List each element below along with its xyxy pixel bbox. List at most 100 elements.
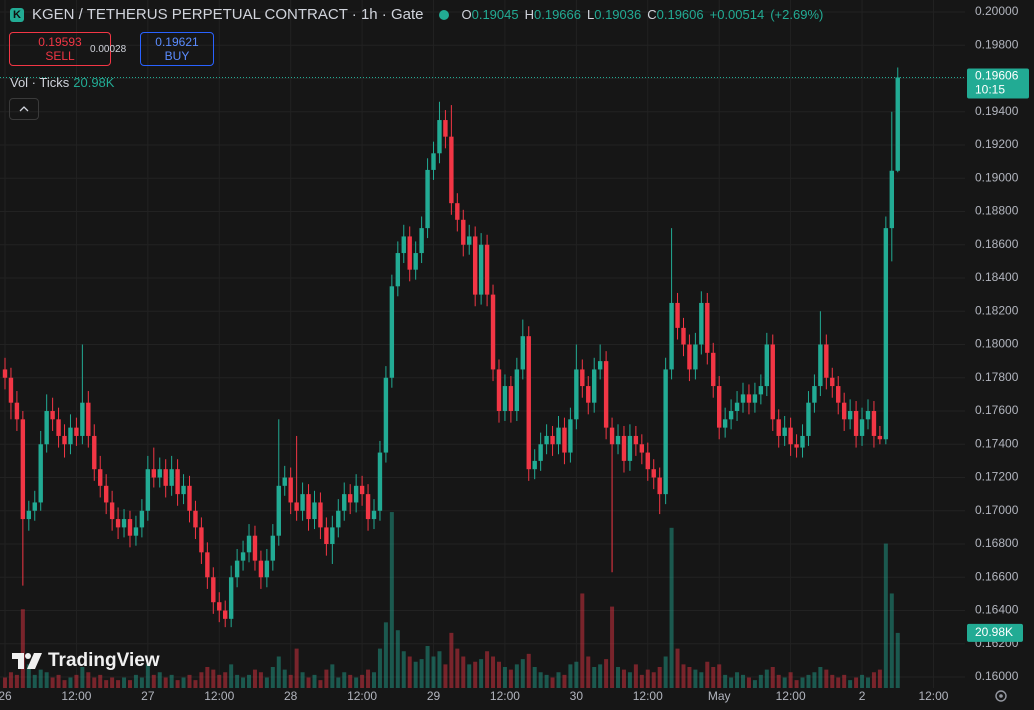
candle-body <box>389 286 395 378</box>
volume-bar <box>485 651 490 688</box>
candle-body <box>800 435 805 448</box>
candle-body <box>139 510 145 528</box>
volume-bar <box>92 677 97 688</box>
x-tick-label: 30 <box>570 689 584 703</box>
volume-bar <box>336 677 341 688</box>
volume-bar <box>467 664 472 688</box>
volume-bar <box>741 674 746 688</box>
volume-name[interactable]: Vol · Ticks <box>10 75 70 90</box>
logo-part <box>12 653 24 669</box>
volume-bar <box>574 661 579 688</box>
brand-logo <box>12 653 42 669</box>
candle-body <box>496 369 502 412</box>
volume-bar <box>842 674 847 688</box>
volume-label: 20.98K <box>975 625 1013 639</box>
candle-body <box>586 386 591 403</box>
y-tick-label: 0.19200 <box>975 137 1019 151</box>
volume-bar <box>895 632 900 688</box>
volume-bar <box>437 651 442 688</box>
candle-body <box>621 435 627 461</box>
candle-body <box>764 344 770 387</box>
volume-bar <box>74 674 79 688</box>
volume-bar <box>139 677 144 688</box>
candle-body <box>276 485 281 536</box>
buy-price: 0.19621 <box>155 35 199 49</box>
volume-bar <box>252 669 257 688</box>
volume-bar <box>377 648 382 688</box>
candle-body <box>62 435 67 445</box>
volume-bar <box>116 680 121 688</box>
ohlc-key: H <box>524 7 534 22</box>
sell-label: SELL <box>45 49 75 63</box>
volume-bar <box>788 672 793 688</box>
candle-body <box>437 120 442 154</box>
chevron <box>19 106 29 112</box>
countdown: 10:15 <box>975 83 1005 97</box>
gear[interactable] <box>995 690 1007 702</box>
volume-bar <box>770 666 775 688</box>
volume-bar <box>127 680 132 688</box>
candle-body <box>187 485 192 511</box>
volume-bar <box>443 664 448 688</box>
volume-bar <box>20 609 25 688</box>
candle-body <box>133 527 139 536</box>
volume-label-box <box>967 623 1023 642</box>
candle-body <box>627 435 633 461</box>
collapse-button[interactable] <box>9 98 39 120</box>
candle-body <box>98 469 103 486</box>
candle-body <box>2 369 8 378</box>
volume-bar <box>312 674 317 688</box>
y-tick-label: 0.18800 <box>975 204 1019 218</box>
candle-body <box>318 502 323 528</box>
candle-body <box>151 469 156 478</box>
candle-body <box>211 577 216 603</box>
candle-body <box>252 535 258 561</box>
ohlc-key: C <box>647 7 657 22</box>
volume-bar <box>550 677 555 688</box>
candle-body <box>467 236 472 245</box>
candle-body <box>109 502 115 520</box>
volume-bar <box>723 674 728 688</box>
volume-bar <box>98 674 103 688</box>
candle-body <box>181 485 186 495</box>
symbol-title[interactable]: KGEN / TETHERUS PERPETUAL CONTRACT · 1h … <box>32 6 424 23</box>
volume-bar <box>514 664 519 688</box>
candle-body <box>722 419 728 428</box>
change-pct: (+2.69%) <box>770 7 824 22</box>
x-tick-label: 12:00 <box>490 689 520 703</box>
volume-bar <box>110 677 115 688</box>
y-tick-label: 0.19400 <box>975 104 1019 118</box>
volume-bar <box>187 674 192 688</box>
volume-bar <box>32 674 37 688</box>
volume-bar <box>848 680 853 688</box>
y-tick-label: 0.18600 <box>975 237 1019 251</box>
volume-bar <box>711 666 716 688</box>
candle-body <box>246 535 252 553</box>
y-tick-label: 0.16800 <box>975 536 1019 550</box>
ohlc-value: 0.19045 <box>471 7 519 22</box>
volume-bar <box>687 666 692 688</box>
sell-button[interactable]: 0.19593 SELL <box>9 32 111 66</box>
volume-bar <box>318 680 323 688</box>
volume-bar <box>502 666 507 688</box>
volume-bar <box>818 666 823 688</box>
candle-body <box>205 552 210 578</box>
candle-body <box>562 427 567 453</box>
brand[interactable]: TradingView <box>12 650 160 672</box>
x-tick-label: 12:00 <box>918 689 948 703</box>
candle-body <box>544 435 549 445</box>
volume-bar <box>580 593 585 688</box>
settings-icon[interactable] <box>995 690 1007 702</box>
volume-bar <box>241 677 246 688</box>
candle-body <box>163 469 168 486</box>
volume-bar <box>538 672 543 688</box>
candle-body <box>103 485 109 503</box>
volume-bar <box>38 669 43 688</box>
candle-body <box>342 494 347 511</box>
volume-bar <box>26 664 31 688</box>
candle-body <box>282 477 287 486</box>
candle-body <box>818 344 823 387</box>
buy-button[interactable]: 0.19621 BUY <box>140 32 214 66</box>
volume-bar <box>621 669 626 688</box>
volume-bar <box>395 630 400 688</box>
